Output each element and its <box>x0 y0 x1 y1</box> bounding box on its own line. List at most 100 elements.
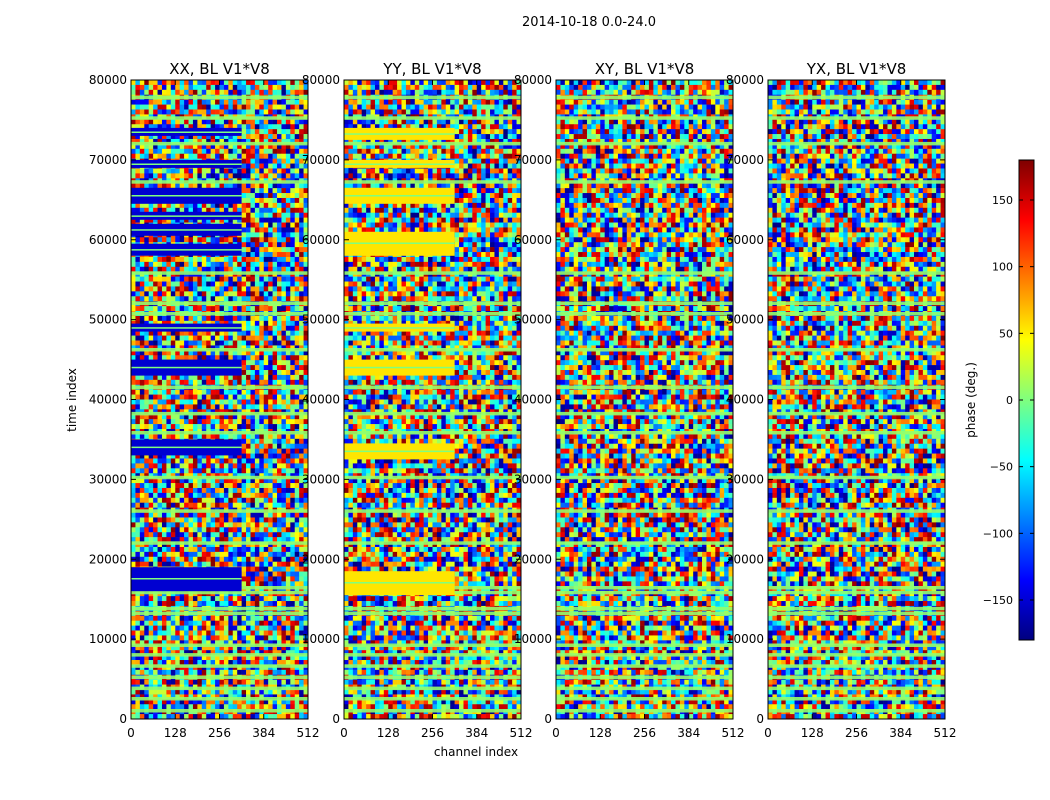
heatmap-cell <box>179 669 185 676</box>
heatmap-cell <box>148 458 154 464</box>
heatmap-cell <box>299 458 304 464</box>
heatmap-cell <box>179 487 185 494</box>
heatmap-cell <box>303 566 309 572</box>
heatmap-cell <box>144 350 149 356</box>
heatmap-cell <box>250 291 256 297</box>
heatmap-cell <box>259 320 265 327</box>
heatmap-cell <box>188 487 194 494</box>
heatmap-cell <box>263 478 269 484</box>
heatmap-cell <box>170 478 176 484</box>
heatmap-cell <box>175 669 180 676</box>
heatmap-cell <box>303 84 309 91</box>
heatmap-cell <box>188 546 194 553</box>
heatmap-cell <box>215 286 220 292</box>
heatmap-cell <box>161 453 167 459</box>
heatmap-cell <box>228 261 234 268</box>
heatmap-cell <box>290 669 296 676</box>
heatmap-cell <box>184 89 189 96</box>
heatmap-cell <box>303 134 309 140</box>
heatmap-cell <box>281 601 287 607</box>
heatmap-cell <box>285 483 291 489</box>
heatmap-cell <box>161 522 167 528</box>
heatmap-cell <box>303 217 309 223</box>
heatmap-cell <box>175 207 180 214</box>
heatmap-cell <box>228 463 234 469</box>
heatmap-cell <box>290 99 296 105</box>
heatmap-cell <box>148 522 154 528</box>
heatmap-cell <box>139 374 145 381</box>
heatmap-cell <box>263 340 269 346</box>
heatmap-cell <box>179 261 185 268</box>
heatmap-cell <box>148 134 154 140</box>
heatmap-cell <box>166 296 172 302</box>
heatmap-cell <box>272 389 278 395</box>
heatmap-cell <box>285 399 291 405</box>
heatmap-cell <box>232 487 238 494</box>
heatmap-cell <box>272 99 278 105</box>
heatmap-cell <box>144 615 149 621</box>
heatmap-cell <box>215 89 220 96</box>
heatmap-cell <box>131 183 136 189</box>
heatmap-cell <box>170 551 176 558</box>
heatmap-cell <box>210 207 216 214</box>
heatmap-cell <box>303 512 309 518</box>
heatmap-cell <box>206 492 211 499</box>
heatmap-cell <box>303 207 309 214</box>
heatmap-cell <box>148 355 154 361</box>
heatmap-cell <box>228 497 234 504</box>
heatmap-cell <box>268 650 273 656</box>
heatmap-cell <box>184 138 189 145</box>
heatmap-cell <box>268 458 273 464</box>
heatmap-cell <box>215 281 220 287</box>
heatmap-cell <box>232 207 238 214</box>
heatmap-cell <box>210 669 216 676</box>
heatmap-cell <box>259 261 265 268</box>
heatmap-cell <box>135 463 141 469</box>
heatmap-cell <box>299 478 304 484</box>
heatmap-cell <box>135 424 141 430</box>
heatmap-cell <box>201 276 207 282</box>
heatmap-cell <box>290 468 296 474</box>
heatmap-cell <box>246 404 251 410</box>
heatmap-cell <box>166 502 172 508</box>
heatmap-cell <box>232 537 238 543</box>
heatmap-cell <box>303 193 309 199</box>
heatmap-cell <box>285 330 291 336</box>
heatmap-cell <box>175 109 180 115</box>
heatmap-cell <box>157 517 163 523</box>
heatmap-cell <box>250 188 256 194</box>
heatmap-cell <box>290 370 296 376</box>
heatmap-cell <box>166 630 172 636</box>
heatmap-cell <box>131 291 136 297</box>
heatmap-cell <box>131 640 136 646</box>
heatmap-cell <box>277 532 282 538</box>
heatmap-cell <box>184 532 189 538</box>
heatmap-cell <box>219 478 225 484</box>
heatmap-cell <box>246 365 251 371</box>
heatmap-cell <box>290 124 296 130</box>
heatmap-cell <box>228 650 234 656</box>
heatmap-cell <box>250 276 256 282</box>
heatmap-cell <box>175 601 180 607</box>
heatmap-cell <box>201 551 207 558</box>
heatmap-cell <box>281 99 287 105</box>
heatmap-cell <box>135 355 141 361</box>
heatmap-cell <box>254 296 260 302</box>
heatmap-cell <box>135 350 141 356</box>
heatmap-cell <box>153 655 158 661</box>
heatmap-cell <box>188 561 194 567</box>
heatmap-cell <box>135 217 141 223</box>
heatmap-cell <box>294 512 300 518</box>
heatmap-cell <box>188 532 194 538</box>
heatmap-cell <box>290 660 296 666</box>
heatmap-cell <box>206 379 211 386</box>
heatmap-cell <box>166 286 172 292</box>
heatmap-cell <box>188 173 194 179</box>
heatmap-cell <box>268 601 273 607</box>
heatmap-cell <box>157 281 163 287</box>
heatmap-cell <box>210 512 216 518</box>
heatmap-cell <box>210 645 216 651</box>
heatmap-cell <box>263 546 269 553</box>
heatmap-cell <box>277 335 282 341</box>
heatmap-cell <box>263 502 269 508</box>
